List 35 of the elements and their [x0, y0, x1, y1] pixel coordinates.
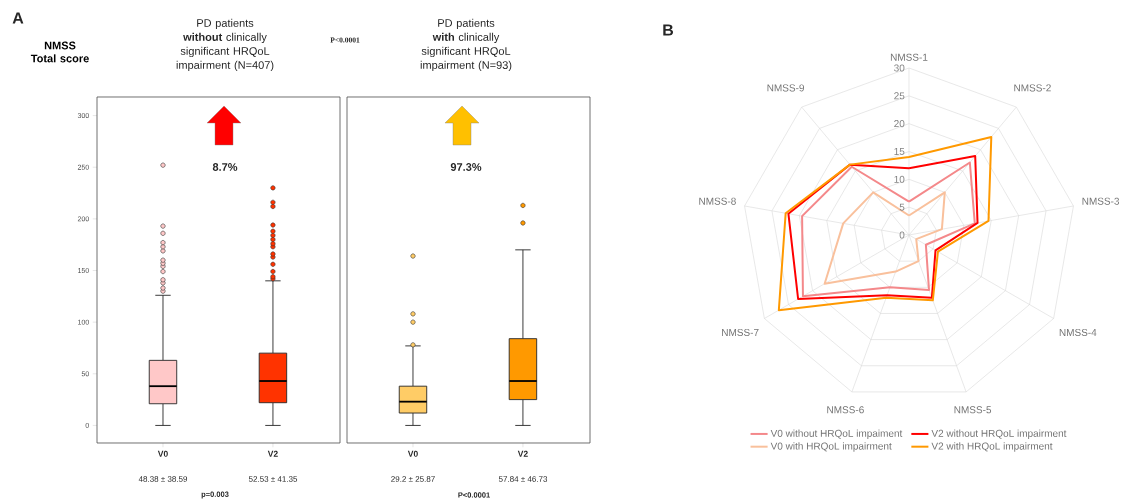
spoke-label: NMSS-8	[699, 197, 736, 205]
y-axis-title: NMSS Total score	[30, 41, 89, 63]
spoke-label: NMSS-3	[1082, 197, 1120, 205]
y-tick-label: 5	[899, 203, 905, 211]
spoke-label: NMSS-6	[827, 406, 864, 414]
text: 48.38 ± 38.59	[138, 476, 188, 482]
spoke-label: NMSS-1	[890, 53, 928, 61]
spoke-label: NMSS-5	[954, 406, 992, 414]
annotation: 97.3%	[450, 163, 482, 171]
x-tick-label: V0	[157, 450, 168, 457]
y-tick-label: 25	[894, 92, 905, 100]
y-tick-label: 10	[894, 175, 905, 183]
text: 29.2 ± 25.87	[391, 476, 435, 482]
chart-title: PD patients with clinically significant HRQoL impairment (N=93)	[420, 18, 512, 72]
spoke-label: NMSS-4	[1059, 328, 1097, 337]
spoke-label: NMSS-2	[1014, 84, 1051, 92]
legend-label: V2 without HRQoL impairment	[931, 429, 1067, 439]
x-tick-label: V2	[517, 450, 528, 457]
x-tick-label: V2	[267, 450, 278, 457]
x-tick-label: V0	[407, 450, 418, 457]
legend-label: V2 with HRQoL impairment	[931, 442, 1053, 452]
spoke-label: NMSS-7	[722, 328, 759, 337]
text: 52.53 ± 41.35	[248, 476, 298, 482]
legend-label: V0 without HRQoL impaiment	[770, 429, 903, 439]
text: B	[663, 24, 674, 36]
y-tick-label: 30	[894, 64, 905, 72]
legend-label: V0 with HRQoL impairment	[770, 442, 892, 452]
y-tick-label: 15	[894, 148, 905, 155]
y-tick-label: 20	[894, 120, 905, 128]
chart-title: PD patients without clinically significant HRQoL impairment (N=407)	[176, 18, 274, 72]
text: 57.84 ± 46.73	[498, 476, 548, 482]
spoke-label: NMSS-9	[767, 84, 805, 92]
annotation: 8.7%	[212, 163, 238, 171]
y-tick-label: 0	[899, 231, 905, 239]
text: A	[12, 12, 24, 24]
